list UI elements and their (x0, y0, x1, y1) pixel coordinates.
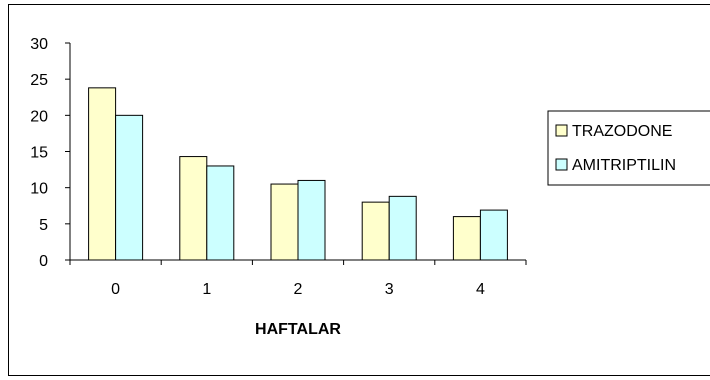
bar-trazodone-2 (270, 183, 299, 261)
bar-amitriptilin-3 (388, 195, 417, 261)
bars (88, 87, 508, 261)
x-tick-label: 3 (385, 281, 394, 298)
bar-amitriptilin-4 (479, 209, 508, 261)
bar-trazodone-0 (88, 87, 117, 261)
legend: TRAZODONE AMITRIPTILIN (547, 110, 710, 186)
y-tick-label: 20 (30, 108, 48, 125)
x-axis-label: HAFTALAR (255, 321, 341, 338)
legend-label-trazodone: TRAZODONE (572, 123, 672, 140)
y-tick-label: 0 (39, 253, 48, 270)
legend-box (547, 110, 710, 186)
y-tick-label: 15 (30, 145, 48, 162)
legend-label-amitriptilin: AMITRIPTILIN (572, 157, 676, 174)
bar-amitriptilin-0 (115, 114, 144, 261)
bar-trazodone-1 (179, 156, 208, 261)
bar-amitriptilin-1 (206, 165, 235, 261)
y-tick-label: 10 (30, 181, 48, 198)
y-tick-label: 30 (30, 36, 48, 53)
x-tick-label: 1 (202, 281, 211, 298)
y-tick-label: 5 (39, 217, 48, 234)
legend-swatch-amitriptilin (555, 158, 568, 171)
bar-trazodone-4 (452, 216, 481, 261)
y-tick-label: 25 (30, 72, 48, 89)
x-tick-label: 2 (294, 281, 303, 298)
legend-swatch-trazodone (555, 124, 568, 137)
x-tick-label: 0 (111, 281, 120, 298)
bar-trazodone-3 (361, 201, 390, 261)
x-tick-label: 4 (476, 281, 485, 298)
bar-amitriptilin-2 (297, 179, 326, 261)
